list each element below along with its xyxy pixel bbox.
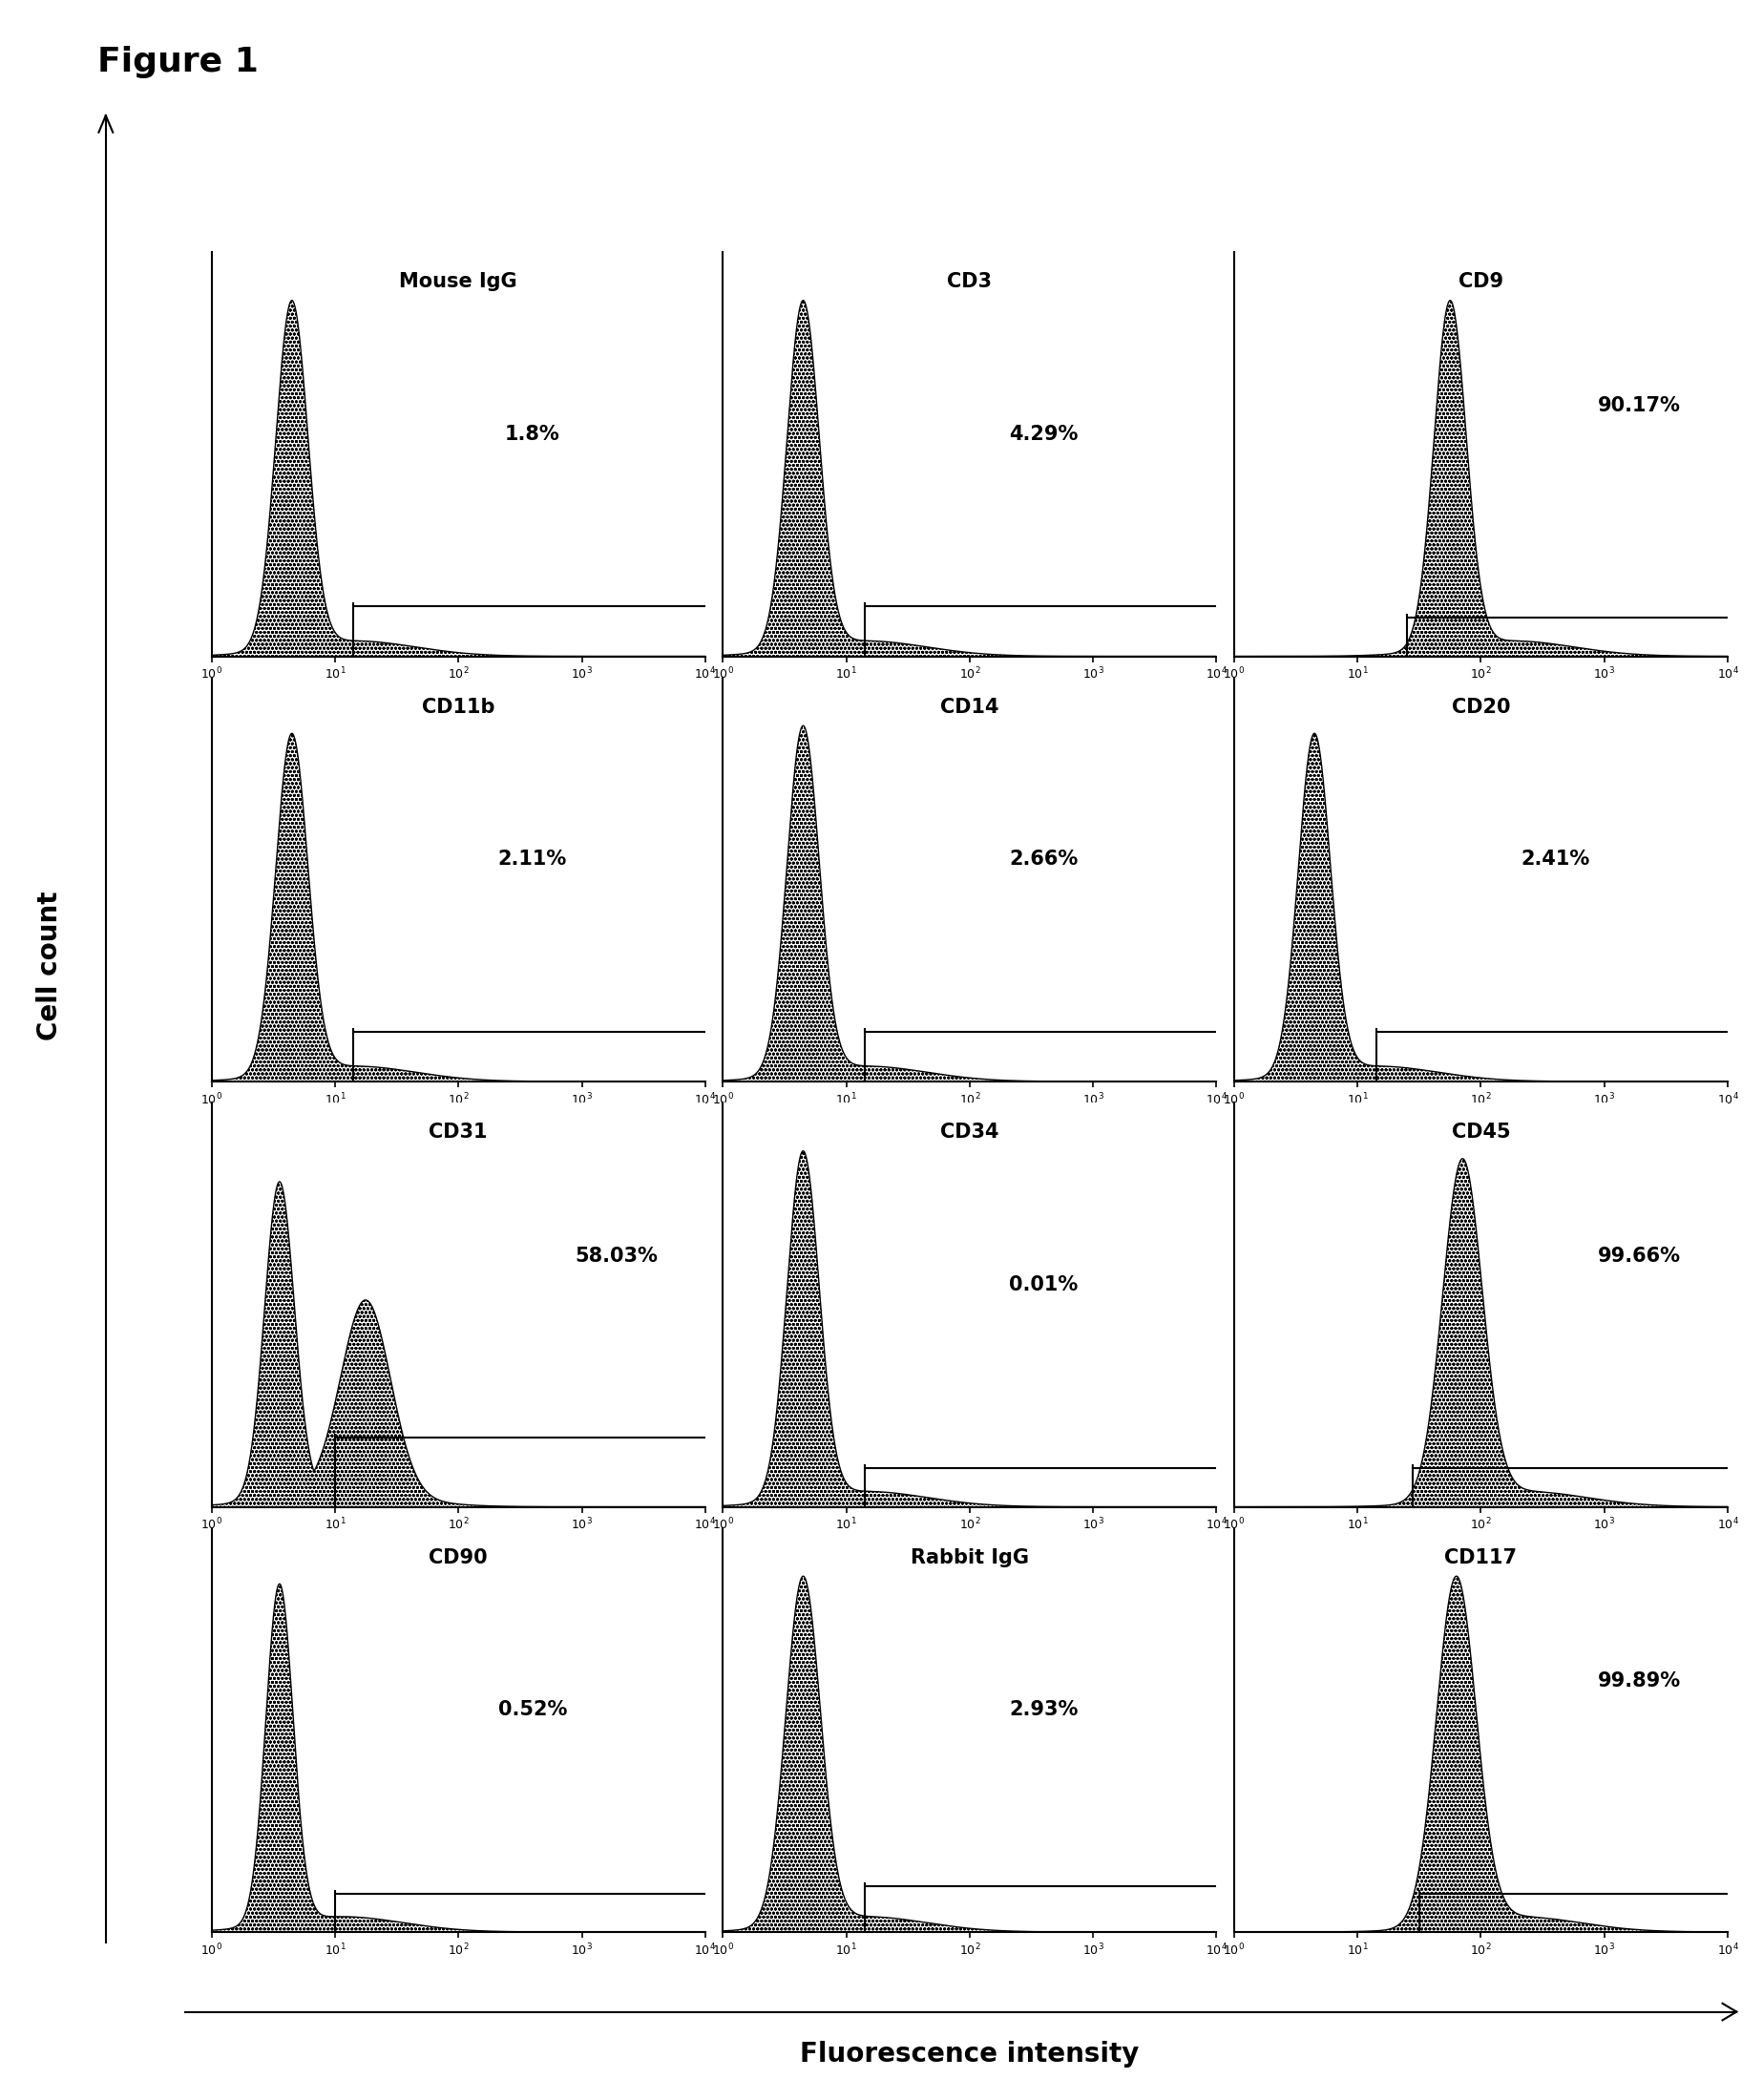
Text: CD14: CD14: [940, 697, 1000, 716]
Text: Mouse IgG: Mouse IgG: [400, 273, 517, 292]
Text: CD20: CD20: [1451, 697, 1511, 716]
Text: 2.66%: 2.66%: [1008, 851, 1079, 869]
Text: 4.29%: 4.29%: [1008, 424, 1079, 443]
Text: 2.11%: 2.11%: [497, 851, 568, 869]
Text: CD90: CD90: [428, 1548, 488, 1567]
Text: Rabbit IgG: Rabbit IgG: [910, 1548, 1030, 1567]
Text: CD117: CD117: [1444, 1548, 1518, 1567]
Text: 2.93%: 2.93%: [1008, 1701, 1079, 1720]
Text: Fluorescence intensity: Fluorescence intensity: [800, 2041, 1139, 2066]
Text: 0.52%: 0.52%: [497, 1701, 568, 1720]
Text: 1.8%: 1.8%: [504, 424, 561, 443]
Text: CD9: CD9: [1458, 273, 1504, 292]
Text: 58.03%: 58.03%: [575, 1247, 658, 1266]
Text: Figure 1: Figure 1: [97, 46, 257, 78]
Text: CD34: CD34: [940, 1124, 1000, 1142]
Text: 90.17%: 90.17%: [1597, 397, 1680, 416]
Text: CD11b: CD11b: [421, 697, 495, 716]
Text: Cell count: Cell count: [35, 890, 63, 1042]
Text: 2.41%: 2.41%: [1520, 851, 1590, 869]
Text: 0.01%: 0.01%: [1008, 1275, 1079, 1294]
Text: 99.66%: 99.66%: [1597, 1247, 1680, 1266]
Text: CD3: CD3: [947, 273, 993, 292]
Text: CD31: CD31: [428, 1124, 488, 1142]
Text: 99.89%: 99.89%: [1597, 1672, 1680, 1690]
Text: CD45: CD45: [1451, 1124, 1511, 1142]
